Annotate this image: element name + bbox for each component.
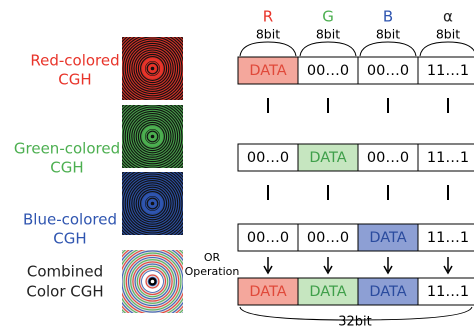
brace [240, 42, 296, 56]
channel-name: B [383, 8, 393, 26]
source-label: Green-colored [14, 140, 120, 158]
cell-text: 00…0 [247, 150, 289, 166]
source-label: Blue-colored [23, 211, 117, 229]
cell-text: DATA [369, 284, 406, 300]
source-label: CGH [50, 159, 83, 177]
cell-text: 11…1 [427, 150, 469, 166]
cell-text: DATA [369, 230, 406, 246]
brace [300, 42, 356, 56]
cgh-image [107, 91, 199, 183]
cell-text: DATA [249, 63, 286, 79]
brace [360, 42, 416, 56]
cell-text: DATA [309, 150, 346, 166]
source-label: Combined [27, 263, 103, 281]
cell-text: 11…1 [427, 230, 469, 246]
cell-text: 00…0 [367, 150, 409, 166]
cgh-ring [151, 135, 155, 139]
source-label: Red-colored [30, 52, 119, 70]
channel-bits: 8bit [376, 27, 400, 42]
channel-name: R [263, 8, 273, 26]
cell-text: DATA [309, 284, 346, 300]
cell-text: 00…0 [307, 230, 349, 246]
cgh-ring [151, 67, 155, 71]
source-label: CGH [58, 71, 91, 89]
cell-text: 11…1 [427, 284, 469, 300]
channel-name: G [322, 8, 334, 26]
cgh-ring [151, 280, 155, 284]
cell-text: DATA [249, 284, 286, 300]
cell-text: 00…0 [367, 63, 409, 79]
channel-bits: 8bit [316, 27, 340, 42]
channel-bits: 8bit [256, 27, 280, 42]
channel-name: α [443, 8, 453, 26]
cell-text: 00…0 [307, 63, 349, 79]
cgh-image [107, 236, 199, 328]
source-label: Color CGH [26, 283, 103, 301]
cgh-image [107, 158, 199, 250]
operation-label: OR [204, 251, 221, 264]
cgh-ring [151, 202, 155, 206]
cell-text: 11…1 [427, 63, 469, 79]
brace [420, 42, 474, 56]
cgh-images [107, 23, 199, 328]
channel-bits: 8bit [436, 27, 460, 42]
total-bits: 32bit [338, 315, 372, 329]
operation-label: Operation [185, 265, 240, 278]
diagram: Red-colored CGH Green-colored CGH Blue-c… [0, 0, 474, 329]
cell-text: 00…0 [247, 230, 289, 246]
cgh-image [107, 23, 199, 115]
source-label: CGH [53, 230, 86, 248]
